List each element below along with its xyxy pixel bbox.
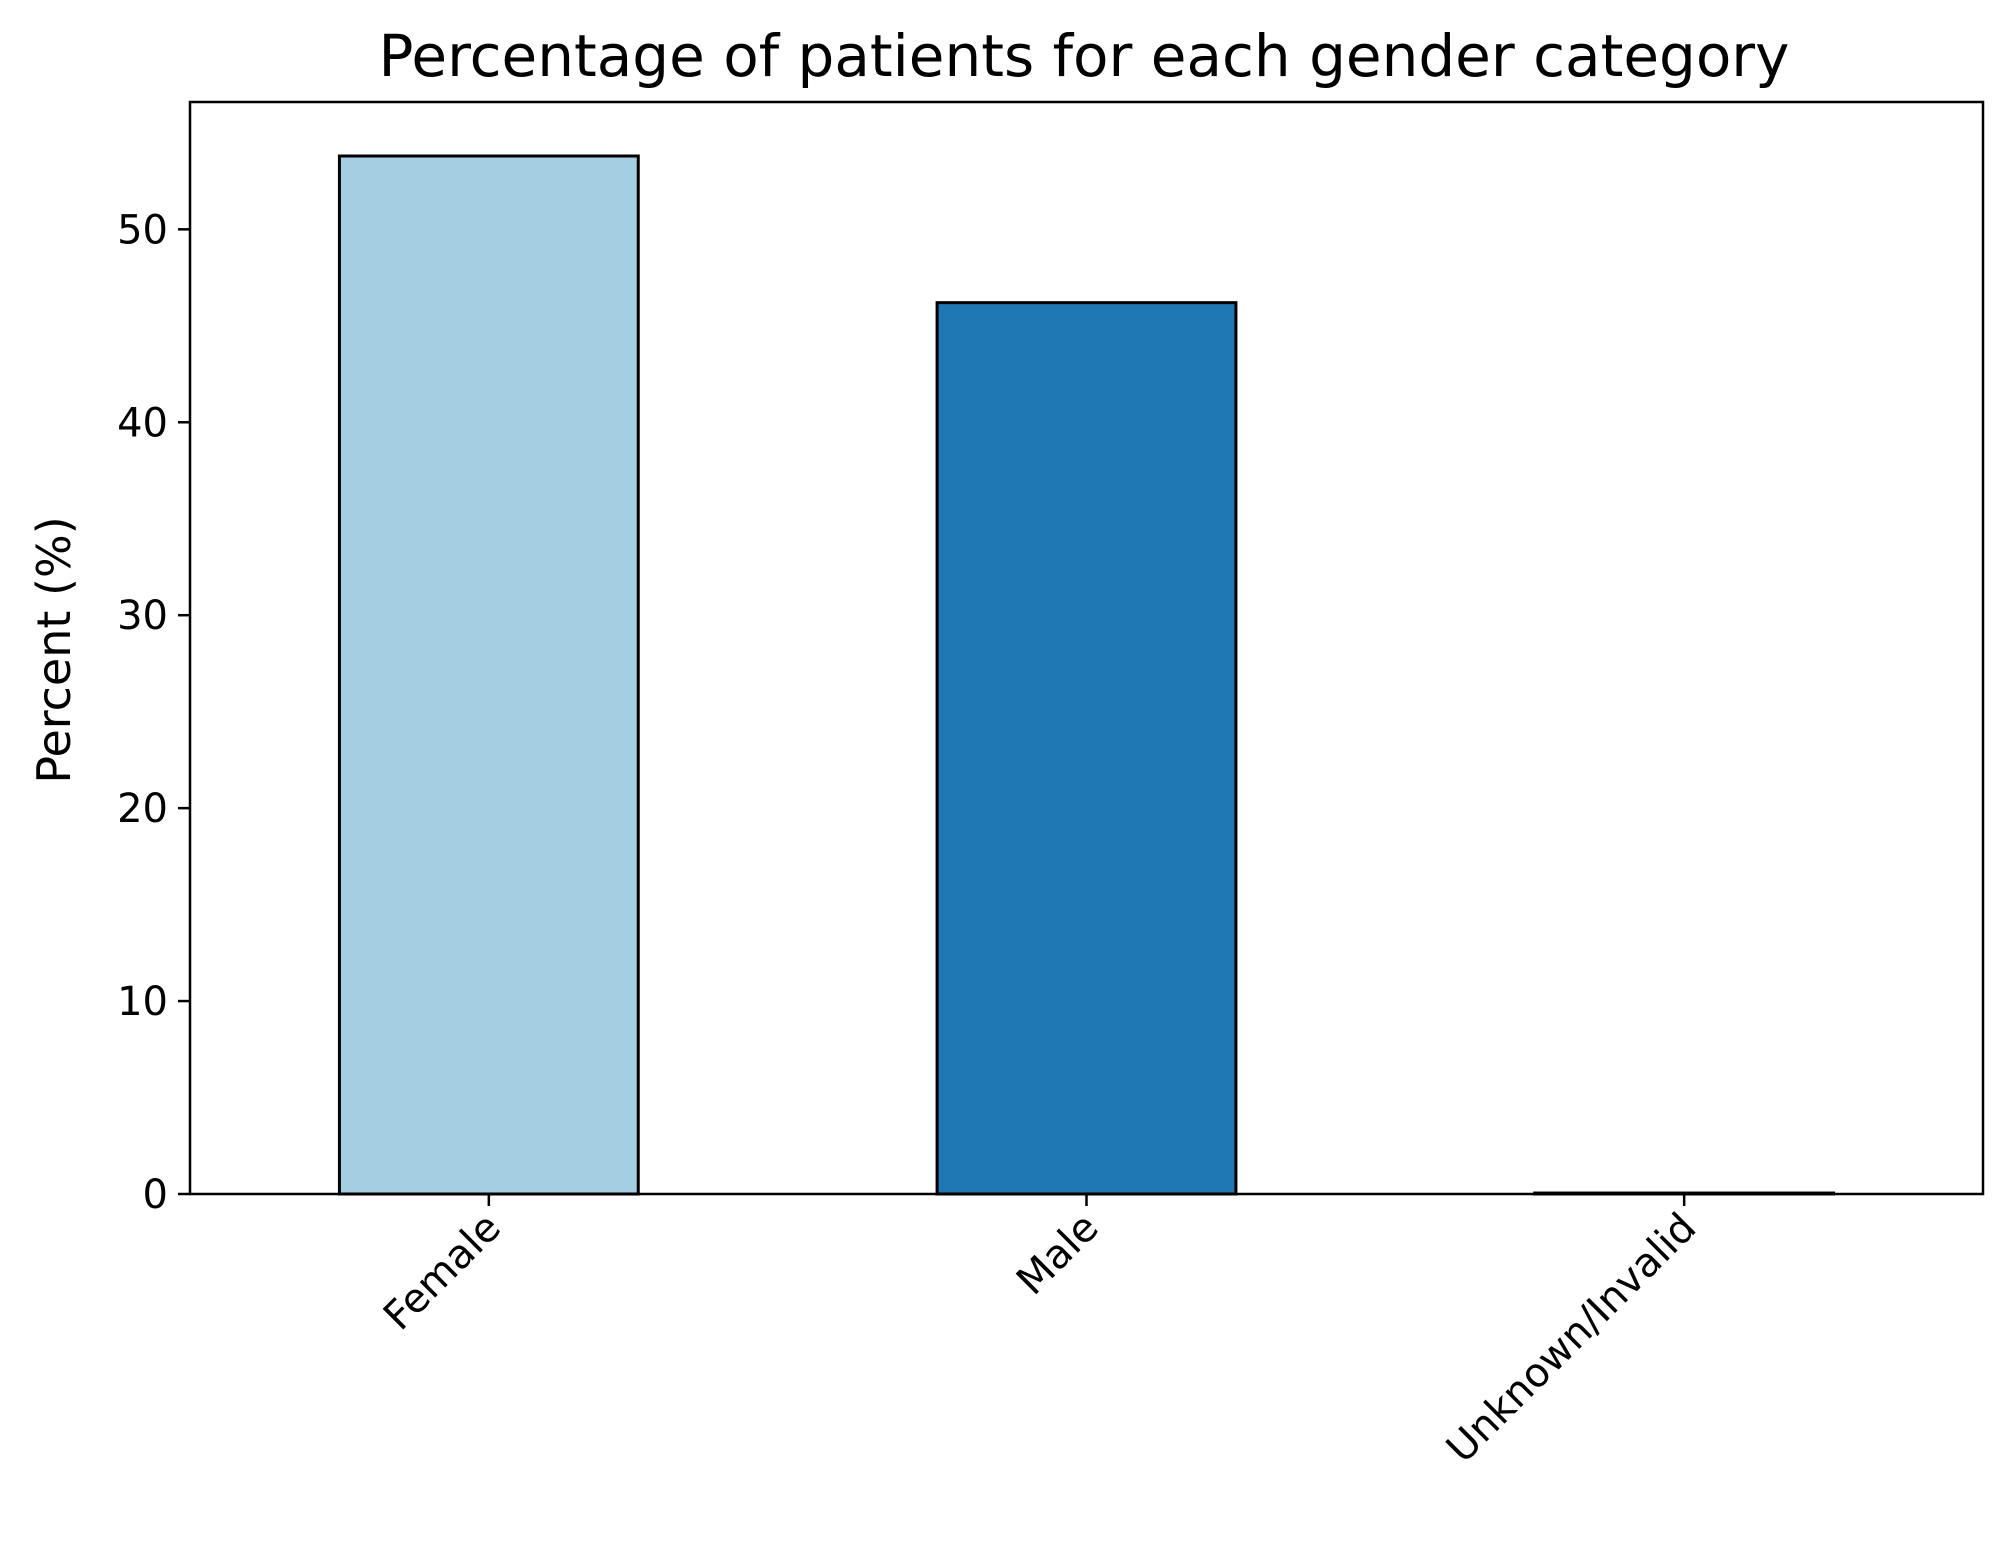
x-axis-ticks: Female Male Unknown/Invalid [375, 1194, 1705, 1472]
bar-male [935, 301, 1238, 1196]
x-tick-label: Unknown/Invalid [1438, 1205, 1705, 1472]
y-tick-label: 10 [117, 979, 168, 1025]
y-tick-label: 20 [117, 786, 168, 832]
y-axis-label: Percent (%) [27, 516, 81, 783]
y-tick-label: 40 [117, 400, 168, 446]
y-tick-label: 0 [143, 1172, 168, 1218]
y-axis-ticks: 0 10 20 30 40 50 [117, 207, 190, 1218]
y-tick-label: 30 [117, 593, 168, 639]
x-tick-label: Female [375, 1205, 510, 1340]
x-tick-label: Male [1008, 1205, 1108, 1305]
chart-title: Percentage of patients for each gender c… [379, 22, 1790, 90]
y-tick-label: 50 [117, 207, 168, 253]
bars-group [337, 154, 1836, 1196]
bar-female [337, 154, 640, 1196]
plot-area-frame [188, 100, 1985, 1196]
